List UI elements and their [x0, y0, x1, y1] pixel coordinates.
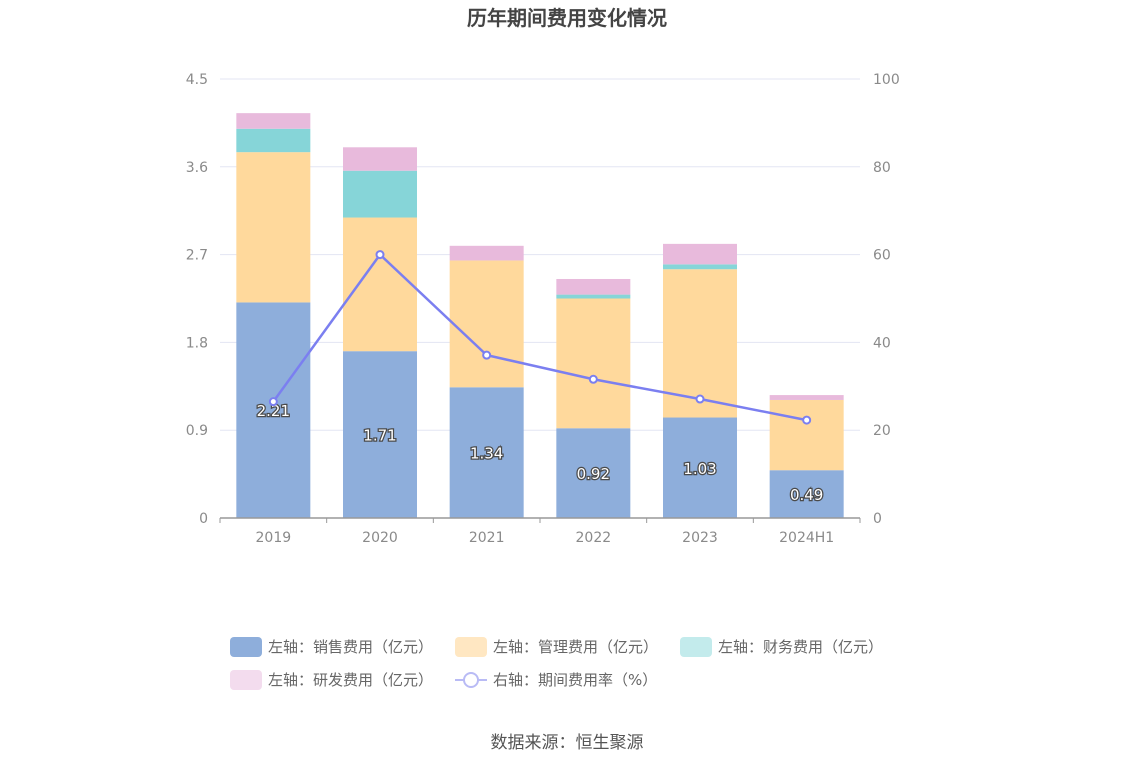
legend-swatch-rate — [455, 670, 488, 690]
bar-segment-s3-2022[interactable] — [556, 278, 631, 295]
bar-segment-s1-2020[interactable] — [343, 217, 417, 352]
legend-swatch-admin — [455, 636, 488, 657]
grid — [220, 78, 860, 431]
bar-value-label: 1.34 — [470, 445, 503, 463]
bar-segment-s1-2022[interactable] — [556, 298, 631, 429]
bar-segment-s1-2021[interactable] — [449, 260, 524, 388]
legend-label-rate: 右轴：期间费用率（%） — [493, 671, 658, 689]
y-left-tick-label: 0 — [199, 511, 208, 527]
y-left-tick-label: 2.7 — [186, 248, 208, 264]
rate-line-path — [272, 252, 807, 422]
bar-segment-s2-2023[interactable] — [663, 264, 737, 270]
data-source: 数据来源：恒生聚源 — [490, 733, 644, 753]
legend-item-sales[interactable]: 左轴：销售费用（亿元） — [230, 636, 433, 657]
bar-segment-s2-2019[interactable] — [236, 128, 311, 153]
y-left-tick-label: 1.8 — [186, 335, 208, 351]
x-tick-label: 2024H1 — [779, 530, 834, 546]
y-right-tick-label: 80 — [873, 160, 891, 176]
rate-line — [268, 250, 812, 425]
legend-label-finance: 左轴：财务费用（亿元） — [718, 638, 884, 656]
legend-item-finance[interactable]: 左轴：财务费用（亿元） — [680, 636, 883, 657]
bar-segment-s3-2023[interactable] — [663, 243, 737, 265]
bar-segment-s1-2024H1[interactable] — [769, 399, 844, 471]
bar-value-label: 1.71 — [363, 427, 396, 445]
bar-segment-s0-2024H1[interactable] — [769, 470, 844, 518]
y-right-tick-label: 100 — [873, 72, 900, 88]
legend: 左轴：销售费用（亿元） 左轴：管理费用（亿元） 左轴：财务费用（亿元） 左轴：研… — [230, 630, 930, 696]
y-left-tick-label: 0.9 — [186, 423, 208, 439]
x-tick-label: 2021 — [469, 530, 505, 546]
x-tick-label: 2023 — [682, 530, 718, 546]
bar-segment-s1-2019[interactable] — [236, 152, 311, 303]
bar-segment-s0-2021[interactable] — [449, 387, 524, 518]
bar-segment-s0-2020[interactable] — [343, 351, 417, 518]
bar-segment-s3-2019[interactable] — [236, 113, 311, 129]
bars — [236, 113, 844, 518]
y-right-tick-label: 60 — [873, 248, 891, 264]
x-tick-label: 2019 — [256, 530, 292, 546]
bar-value-label: 0.92 — [577, 465, 610, 483]
axes: 0 0.9 1.8 2.7 3.6 4.5 0 20 40 60 80 100 2019 2020 2021… — [186, 72, 900, 546]
x-tick-label: 2020 — [362, 530, 398, 546]
y-left-tick-label: 4.5 — [186, 72, 208, 88]
rate-point[interactable] — [802, 415, 812, 425]
bar-segment-s2-2020[interactable] — [343, 170, 417, 218]
legend-item-rate[interactable]: 右轴：期间费用率（%） — [455, 669, 657, 690]
rate-point[interactable] — [482, 350, 492, 360]
legend-label-sales: 左轴：销售费用（亿元） — [268, 638, 434, 656]
y-right-tick-label: 0 — [873, 511, 882, 527]
chart-title: 历年期间费用变化情况 — [467, 6, 667, 30]
bar-value-label: 1.03 — [683, 460, 716, 478]
legend-swatch-rnd — [230, 669, 262, 690]
y-right-tick-label: 20 — [873, 423, 891, 439]
x-tick-label: 2022 — [576, 530, 612, 546]
bar-value-label: 0.49 — [790, 486, 823, 504]
legend-label-admin: 左轴：管理费用（亿元） — [493, 638, 659, 656]
bar-segment-s0-2023[interactable] — [663, 417, 737, 518]
bar-segment-s3-2020[interactable] — [343, 147, 417, 171]
bar-segment-s1-2023[interactable] — [663, 269, 737, 418]
legend-swatch-sales — [230, 636, 262, 657]
bar-value-label: 2.21 — [257, 402, 290, 420]
bar-segment-s0-2019[interactable] — [236, 302, 311, 518]
rate-point[interactable] — [375, 250, 385, 260]
rate-point[interactable] — [268, 397, 278, 407]
bar-segment-s0-2022[interactable] — [556, 428, 631, 518]
y-right-tick-label: 40 — [873, 335, 891, 351]
legend-item-rnd[interactable]: 左轴：研发费用（亿元） — [230, 669, 433, 690]
y-left-tick-label: 3.6 — [186, 160, 208, 176]
legend-item-admin[interactable]: 左轴：管理费用（亿元） — [455, 636, 658, 657]
bar-labels: 2.21 1.71 1.34 0.92 1.03 0.49 — [255, 401, 824, 505]
rate-point[interactable] — [695, 394, 705, 404]
legend-label-rnd: 左轴：研发费用（亿元） — [268, 671, 434, 689]
legend-swatch-finance — [680, 636, 713, 657]
rate-point[interactable] — [588, 374, 598, 384]
bar-segment-s3-2021[interactable] — [449, 245, 524, 261]
bar-segment-s2-2022[interactable] — [556, 294, 631, 299]
bar-segment-s3-2024H1[interactable] — [769, 395, 844, 400]
